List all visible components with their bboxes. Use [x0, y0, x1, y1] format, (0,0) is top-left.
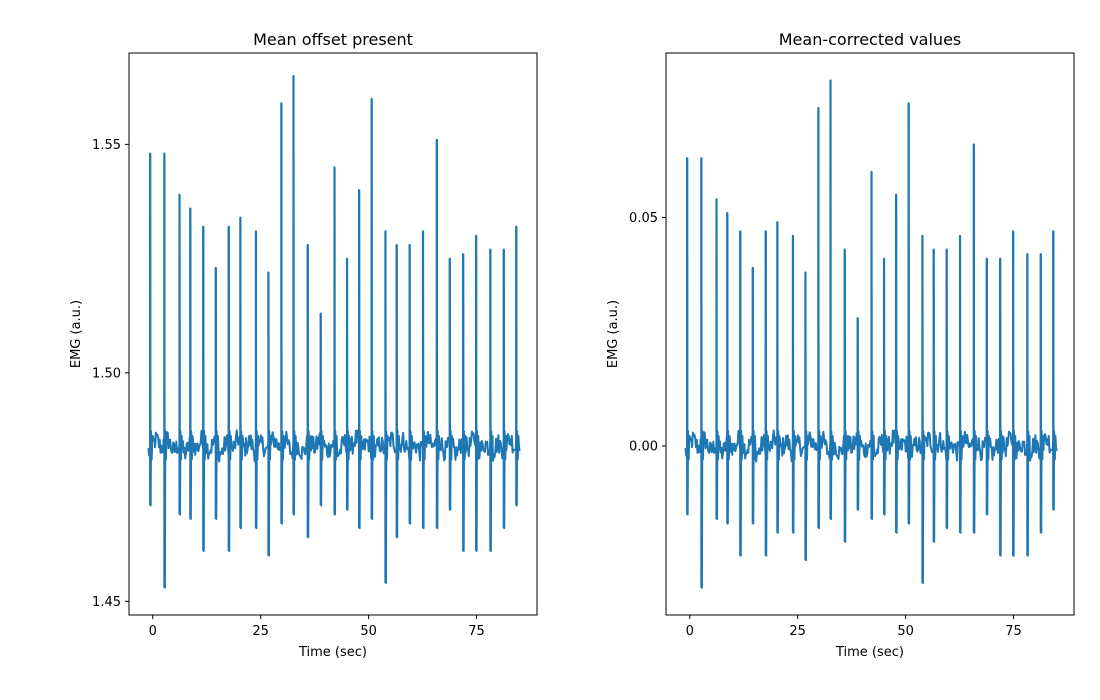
left-x-tick-label: 25 [252, 624, 269, 639]
right-plot-frame [665, 52, 1075, 616]
right-x-tick-label: 25 [789, 624, 806, 639]
left-chart-panel: Mean offset present Time (sec) EMG (a.u.… [69, 30, 538, 660]
right-y-axis-label: EMG (a.u.) [606, 300, 621, 368]
right-series [684, 79, 1058, 589]
right-x-tick-label: 75 [1005, 624, 1022, 639]
right-chart-panel: Mean-corrected values Time (sec) EMG (a.… [606, 30, 1075, 660]
left-y-axis-label: EMG (a.u.) [69, 300, 84, 368]
left-plot-frame [128, 52, 538, 616]
right-x-tick-label: 50 [897, 624, 914, 639]
left-chart-title: Mean offset present [253, 30, 413, 49]
left-y-tick-label: 1.55 [92, 138, 121, 153]
right-y-tick-label: 0.00 [629, 439, 658, 454]
left-x-axis-label: Time (sec) [298, 645, 367, 660]
left-y-tick-label: 1.45 [92, 595, 121, 610]
left-y-tick-label: 1.50 [92, 366, 121, 381]
left-x-tick-label: 75 [468, 624, 485, 639]
right-y-tick-label: 0.05 [629, 211, 658, 226]
right-x-axis-label: Time (sec) [835, 645, 904, 660]
left-series [147, 74, 521, 589]
left-x-tick-label: 0 [149, 624, 157, 639]
right-ticks: 0 25 50 75 0.00 0.05 [629, 211, 1022, 639]
right-chart-title: Mean-corrected values [779, 30, 962, 49]
left-x-tick-label: 50 [360, 624, 377, 639]
right-x-tick-label: 0 [686, 624, 694, 639]
left-ticks: 0 25 50 75 1.45 1.50 1.55 [92, 138, 485, 639]
